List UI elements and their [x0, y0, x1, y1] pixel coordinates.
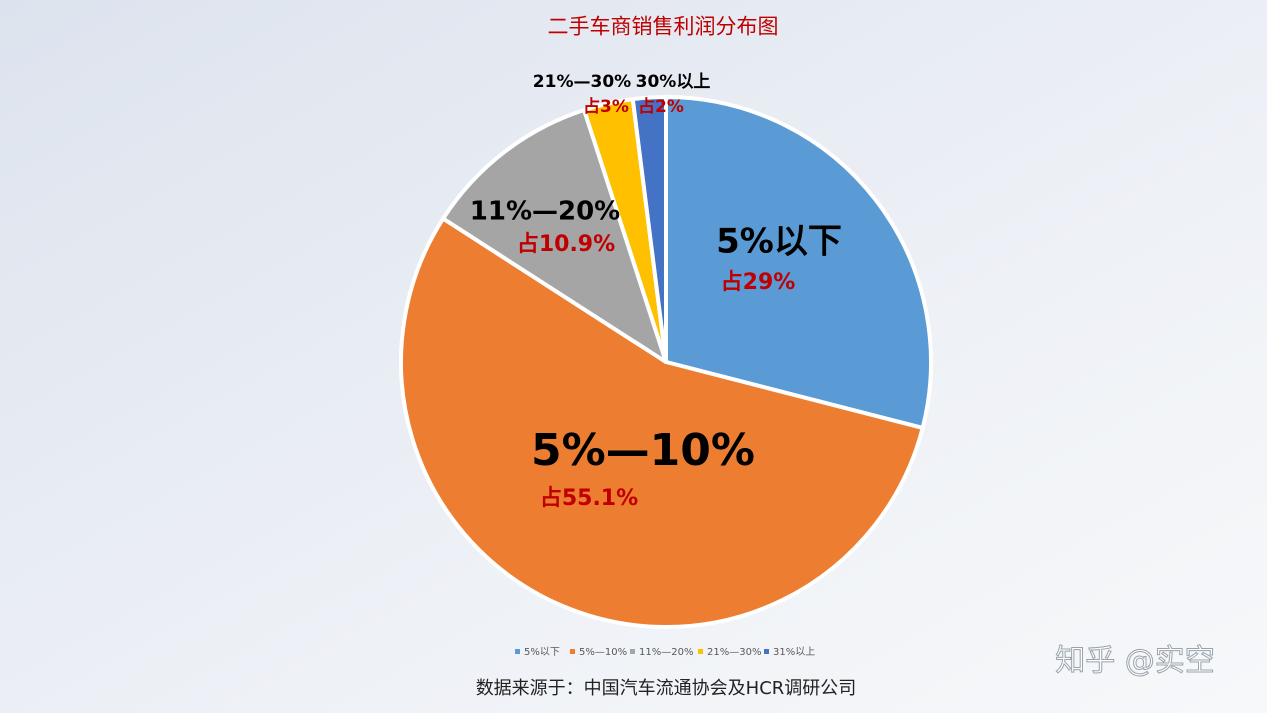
slice-label: 21%—30%	[533, 72, 631, 92]
legend-label: 5%以下	[524, 647, 560, 658]
legend-label: 21%—30%	[707, 647, 761, 658]
legend-label: 11%—20%	[639, 647, 693, 658]
slice-label: 5%以下	[716, 222, 842, 262]
value-label: 占29%	[721, 270, 796, 295]
value-label: 占3%	[583, 96, 629, 117]
slice-label: 5%—10%	[531, 425, 755, 476]
watermark: 知乎 @实空	[1055, 644, 1215, 679]
chart-title: 二手车商销售利润分布图	[548, 15, 779, 39]
legend-swatch	[698, 649, 703, 654]
value-label: 占2%	[638, 96, 684, 117]
pie-slice	[441, 107, 668, 364]
legend-swatch	[515, 649, 520, 654]
value-label: 占55.1%	[540, 486, 638, 511]
legend-swatch	[570, 649, 575, 654]
legend-label: 5%—10%	[579, 647, 627, 658]
legend-swatch	[764, 649, 769, 654]
pie-slice	[630, 95, 668, 364]
pie-slice	[399, 216, 925, 629]
pie-slice	[664, 95, 933, 430]
legend-label: 31%以上	[773, 646, 815, 658]
source-note: 数据来源于：中国汽车流通协会及HCR调研公司	[476, 678, 857, 699]
legend-swatch	[630, 649, 635, 654]
value-label: 占10.9%	[517, 232, 615, 257]
slice-label: 30%以上	[636, 72, 711, 92]
slice-label: 11%—20%	[470, 197, 620, 227]
